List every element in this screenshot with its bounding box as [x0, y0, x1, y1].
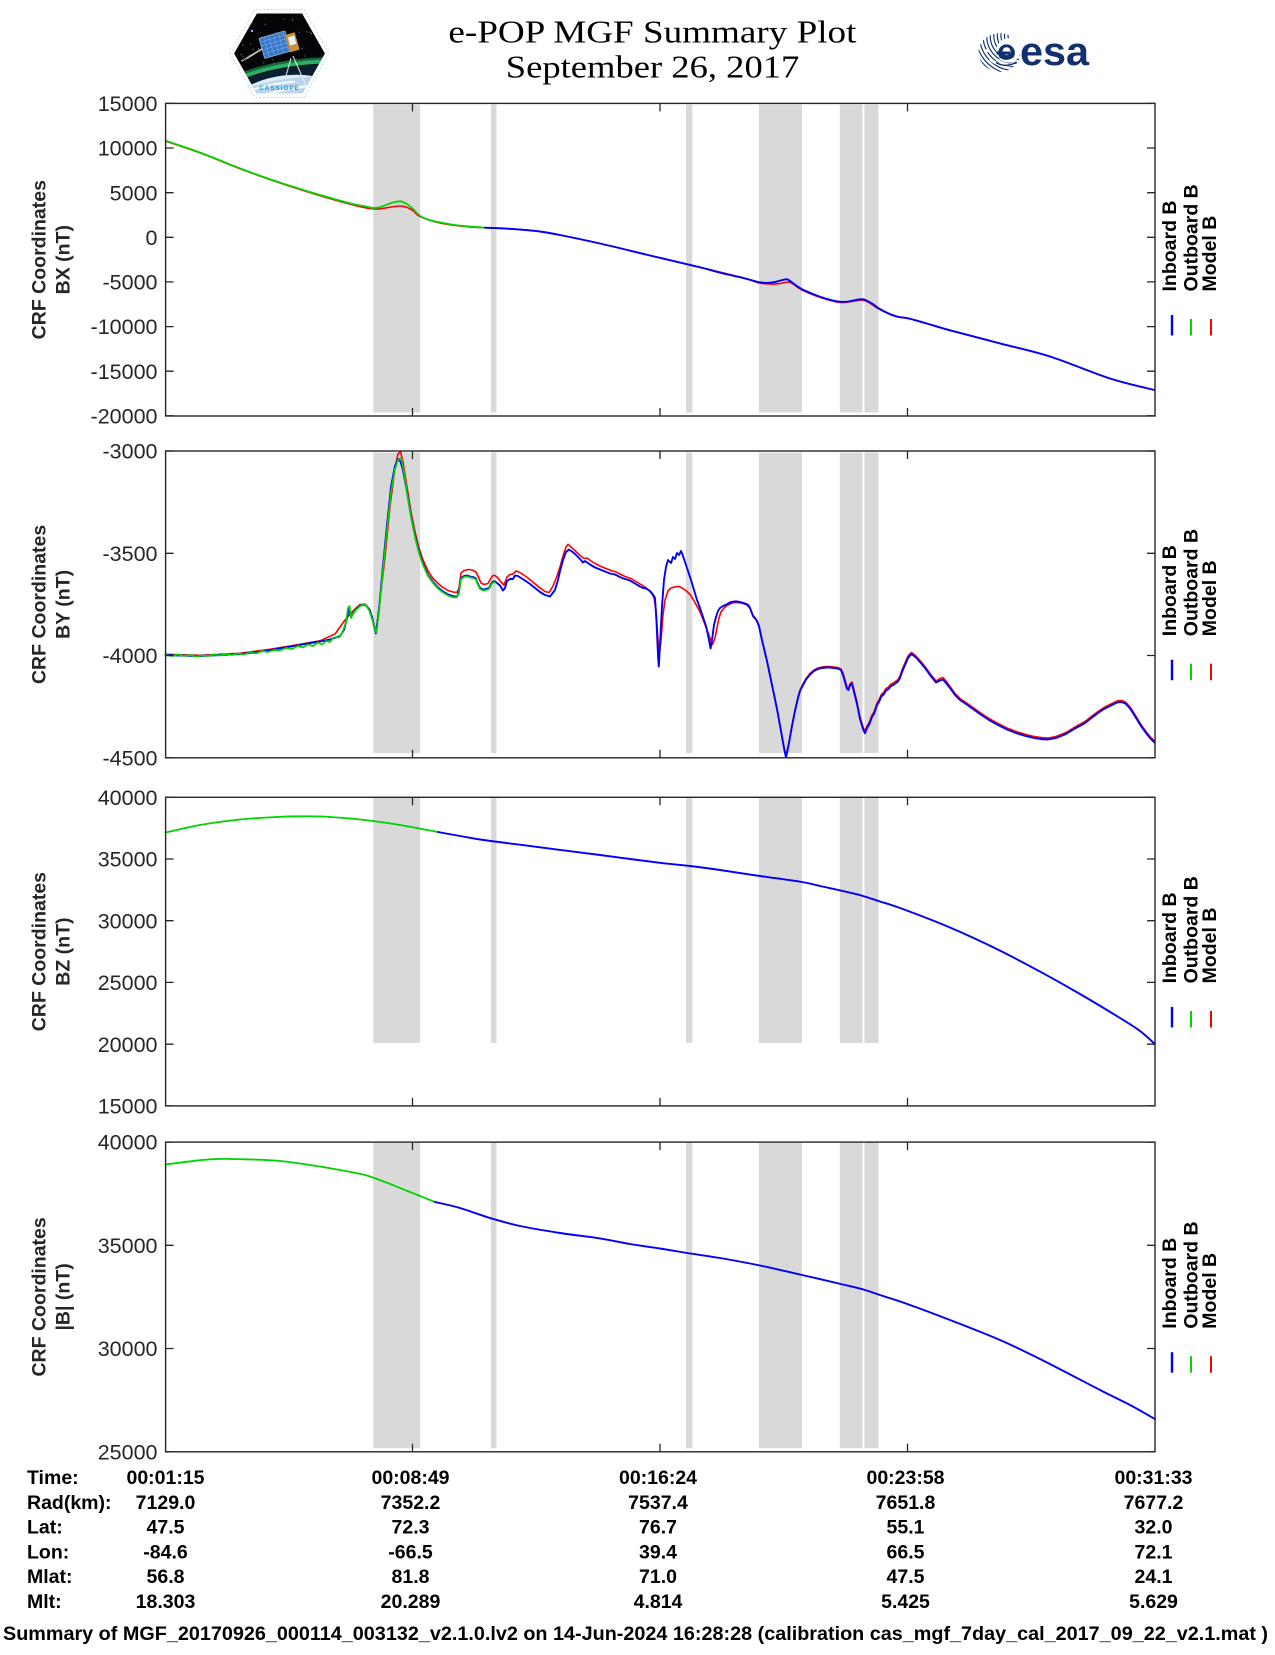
- svg-text:-20000: -20000: [91, 404, 158, 428]
- svg-text:Rad(km):: Rad(km):: [27, 1492, 112, 1514]
- svg-text:BZ (nT): BZ (nT): [53, 917, 75, 985]
- svg-text:esa: esa: [1020, 30, 1090, 74]
- svg-text:5.629: 5.629: [1129, 1591, 1178, 1613]
- svg-text:40000: 40000: [98, 786, 158, 810]
- svg-text:CRF Coordinates: CRF Coordinates: [29, 180, 51, 339]
- svg-text:20.289: 20.289: [381, 1591, 441, 1613]
- svg-text:66.5: 66.5: [887, 1541, 925, 1563]
- svg-text:7129.0: 7129.0: [136, 1492, 196, 1514]
- svg-text:35000: 35000: [98, 848, 158, 872]
- svg-text:30000: 30000: [98, 1337, 158, 1361]
- svg-text:Model B: Model B: [1199, 560, 1221, 636]
- svg-text:32.0: 32.0: [1135, 1517, 1173, 1539]
- svg-text:Summary of MGF_20170926_000114: Summary of MGF_20170926_000114_003132_v2…: [3, 1623, 1268, 1645]
- svg-text:10000: 10000: [98, 137, 158, 161]
- svg-text:Lon:: Lon:: [27, 1541, 69, 1563]
- svg-text:CRF Coordinates: CRF Coordinates: [29, 1217, 51, 1376]
- svg-text:00:31:33: 00:31:33: [1114, 1467, 1192, 1489]
- svg-text:40000: 40000: [98, 1131, 158, 1155]
- svg-text:Mlt:: Mlt:: [27, 1591, 62, 1613]
- svg-text:47.5: 47.5: [887, 1566, 925, 1588]
- svg-text:30000: 30000: [98, 909, 158, 933]
- svg-text:00:23:58: 00:23:58: [866, 1467, 944, 1489]
- svg-text:Model B: Model B: [1199, 1253, 1221, 1329]
- svg-text:Outboard B: Outboard B: [1180, 1221, 1202, 1328]
- svg-text:00:01:15: 00:01:15: [126, 1467, 204, 1489]
- svg-text:-66.5: -66.5: [388, 1541, 433, 1563]
- svg-text:72.1: 72.1: [1135, 1541, 1173, 1563]
- svg-text:7651.8: 7651.8: [876, 1492, 936, 1514]
- svg-text:Time:: Time:: [27, 1467, 79, 1489]
- svg-text:e-POP MGF Summary Plot: e-POP MGF Summary Plot: [448, 13, 856, 49]
- svg-text:Outboard B: Outboard B: [1180, 876, 1202, 983]
- svg-text:Model B: Model B: [1199, 216, 1221, 292]
- svg-text:72.3: 72.3: [392, 1517, 430, 1539]
- svg-text:Inboard B: Inboard B: [1159, 201, 1181, 292]
- svg-text:Lat:: Lat:: [27, 1517, 63, 1539]
- svg-text:-3000: -3000: [103, 440, 158, 464]
- svg-text:Outboard B: Outboard B: [1180, 529, 1202, 636]
- svg-text:-15000: -15000: [91, 360, 158, 384]
- svg-text:18.303: 18.303: [136, 1591, 196, 1613]
- svg-text:39.4: 39.4: [639, 1541, 677, 1563]
- svg-text:-5000: -5000: [103, 271, 158, 295]
- svg-text:September 26, 2017: September 26, 2017: [506, 49, 800, 85]
- svg-text:-10000: -10000: [91, 315, 158, 339]
- svg-text:55.1: 55.1: [887, 1517, 925, 1539]
- svg-text:|B| (nT): |B| (nT): [53, 1263, 75, 1330]
- svg-text:-4000: -4000: [103, 644, 158, 668]
- svg-text:-4500: -4500: [103, 746, 158, 770]
- svg-text:-3500: -3500: [103, 542, 158, 566]
- svg-text:Inboard B: Inboard B: [1159, 545, 1181, 636]
- svg-text:15000: 15000: [98, 92, 158, 116]
- svg-text:15000: 15000: [98, 1095, 158, 1119]
- svg-text:35000: 35000: [98, 1234, 158, 1258]
- svg-text:Outboard B: Outboard B: [1180, 184, 1202, 291]
- svg-text:5.425: 5.425: [881, 1591, 930, 1613]
- svg-text:24.1: 24.1: [1135, 1566, 1173, 1588]
- svg-text:Inboard B: Inboard B: [1159, 892, 1181, 983]
- svg-text:25000: 25000: [98, 971, 158, 995]
- svg-text:20000: 20000: [98, 1033, 158, 1057]
- svg-text:25000: 25000: [98, 1440, 158, 1464]
- svg-text:00:16:24: 00:16:24: [619, 1467, 697, 1489]
- svg-text:56.8: 56.8: [147, 1566, 185, 1588]
- svg-text:Mlat:: Mlat:: [27, 1566, 73, 1588]
- svg-text:4.814: 4.814: [634, 1591, 683, 1613]
- svg-text:47.5: 47.5: [147, 1517, 185, 1539]
- svg-text:BY (nT): BY (nT): [53, 570, 75, 639]
- svg-text:CRF Coordinates: CRF Coordinates: [29, 525, 51, 684]
- svg-text:CASSIOPE: CASSIOPE: [259, 85, 300, 92]
- svg-text:0: 0: [146, 226, 158, 250]
- svg-text:71.0: 71.0: [639, 1566, 677, 1588]
- svg-text:Inboard B: Inboard B: [1159, 1238, 1181, 1329]
- svg-text:7352.2: 7352.2: [381, 1492, 441, 1514]
- svg-text:00:08:49: 00:08:49: [371, 1467, 449, 1489]
- svg-text:5000: 5000: [110, 181, 158, 205]
- svg-text:81.8: 81.8: [392, 1566, 430, 1588]
- svg-text:76.7: 76.7: [639, 1517, 677, 1539]
- svg-text:BX (nT): BX (nT): [53, 225, 75, 294]
- svg-text:7537.4: 7537.4: [628, 1492, 688, 1514]
- svg-text:7677.2: 7677.2: [1124, 1492, 1184, 1514]
- svg-text:-84.6: -84.6: [143, 1541, 188, 1563]
- svg-text:Model B: Model B: [1199, 908, 1221, 984]
- svg-text:CRF Coordinates: CRF Coordinates: [29, 872, 51, 1031]
